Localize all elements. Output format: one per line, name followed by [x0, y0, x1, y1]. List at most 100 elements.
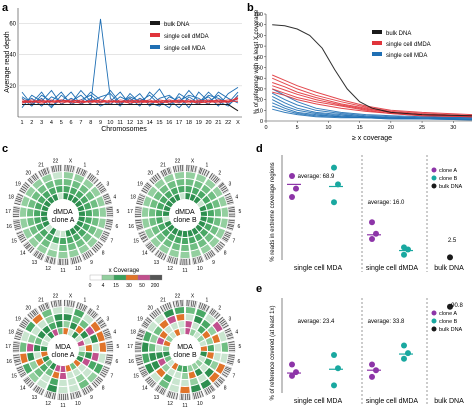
panel-a-xtick-label: 17 [176, 120, 182, 126]
circos-band [210, 174, 215, 180]
circos-coverage-cell [34, 367, 44, 378]
coverage-legend-tick: 30 [126, 283, 132, 289]
circos-coverage-cell [45, 180, 55, 189]
circos-coverage-cell [34, 352, 42, 360]
circos-coverage-cell [55, 186, 63, 193]
circos-band [194, 301, 197, 308]
circos-coverage-cell [27, 199, 37, 209]
circos-coverage-cell [182, 230, 188, 237]
panel-a-xtick-label: 2 [30, 120, 33, 126]
panel-d-group-label: single cell MDA [294, 265, 343, 272]
circos-band [160, 253, 165, 260]
circos-band [90, 175, 95, 181]
circos-chrom-label: 13 [154, 395, 160, 401]
circos-coverage-cell [45, 233, 54, 242]
circos-chrom-label: 20 [26, 170, 32, 176]
coverage-legend-tick: 50 [139, 283, 145, 289]
circos-band [82, 305, 86, 311]
circos-band [72, 257, 75, 264]
panel-b-xtick-label: 25 [419, 125, 425, 131]
circos-band [17, 329, 23, 333]
circos-band [228, 221, 235, 224]
circos-band [228, 343, 235, 346]
circos-band [106, 347, 113, 349]
circos-band [84, 253, 88, 259]
panel-a-xtick-label: X [236, 120, 240, 126]
circos-coverage-cell [85, 191, 95, 201]
circos-coverage-cell [71, 196, 79, 204]
circos-band [228, 350, 235, 351]
circos-coverage-cell [78, 244, 90, 254]
circos-band [82, 169, 86, 176]
circos-coverage-cell [177, 321, 185, 328]
circos-coverage-cell [142, 342, 149, 352]
circos-coverage-cell [185, 172, 196, 180]
circos-band [215, 381, 221, 387]
panel-a-series-line [22, 99, 238, 104]
circos-band [53, 393, 56, 400]
circos-coverage-cell [39, 363, 49, 373]
circos-band [105, 227, 111, 230]
circos-coverage-cell [213, 352, 221, 362]
panel-b-ytick-label: 30 [257, 87, 263, 93]
legend-marker [431, 167, 437, 173]
circos-band [142, 187, 149, 192]
circos-coverage-cell [156, 352, 164, 360]
circos-coverage-cell [201, 184, 211, 194]
circos-coverage-cell [169, 331, 177, 339]
circos-band [212, 310, 217, 316]
panel-b-ytick-label: 70 [257, 44, 263, 50]
circos-chrom-label: 18 [8, 330, 14, 336]
circos-band [175, 258, 178, 265]
circos-band [100, 189, 107, 193]
circos-coverage-cell [185, 307, 196, 315]
panel-d-point [447, 254, 453, 261]
circos-coverage-cell [42, 355, 50, 363]
circos-coverage-cell [142, 353, 150, 364]
circos-band [38, 388, 42, 394]
circos-band [34, 308, 39, 315]
circos-coverage-cell [49, 227, 57, 235]
circos-coverage-cell [205, 337, 214, 345]
circos-band [102, 193, 109, 197]
circos-band [224, 233, 231, 237]
circos-coverage-cell [206, 217, 214, 225]
panel-a-xtick-label: 15 [156, 120, 162, 126]
circos-coverage-cell [92, 343, 99, 352]
circos-band [135, 357, 142, 360]
circos-band [76, 167, 79, 174]
circos-coverage-cell [77, 205, 85, 212]
circos-band [13, 356, 20, 359]
circos-coverage-cell [69, 227, 77, 235]
legend-swatch [150, 45, 160, 49]
circos-band [135, 343, 142, 346]
panel-a-ylabel: Average read depth [4, 31, 11, 92]
panel-a-xtick-label: 22 [225, 120, 231, 126]
circos-band [186, 165, 188, 172]
circos-band [106, 343, 113, 346]
circos-coverage-cell [193, 180, 203, 189]
circos-band [50, 301, 53, 308]
circos-coverage-cell [187, 229, 194, 237]
circos-coverage-cell [87, 360, 97, 371]
circos-band [218, 182, 224, 187]
circos-ideogram-segment [224, 327, 234, 341]
circos-band [149, 314, 155, 320]
circos-band [97, 376, 103, 381]
circos-band [70, 165, 72, 172]
circos-chrom-label: 19 [15, 181, 21, 187]
circos-band [34, 173, 39, 179]
circos-band [135, 209, 142, 211]
circos-band [135, 346, 142, 348]
circos-band [137, 333, 144, 336]
panel-b-chart: % of reference with at least X coverage … [254, 9, 473, 142]
circos-coverage-cell [80, 195, 89, 204]
circos-band [219, 318, 225, 324]
circos-band [99, 187, 106, 192]
circos-coverage-cell [68, 249, 80, 258]
circos-band [96, 181, 101, 187]
circos-coverage-cell [93, 363, 104, 374]
circos-band [141, 236, 147, 241]
circos-band [103, 231, 110, 235]
panel-a-xtick-label: 20 [205, 120, 211, 126]
